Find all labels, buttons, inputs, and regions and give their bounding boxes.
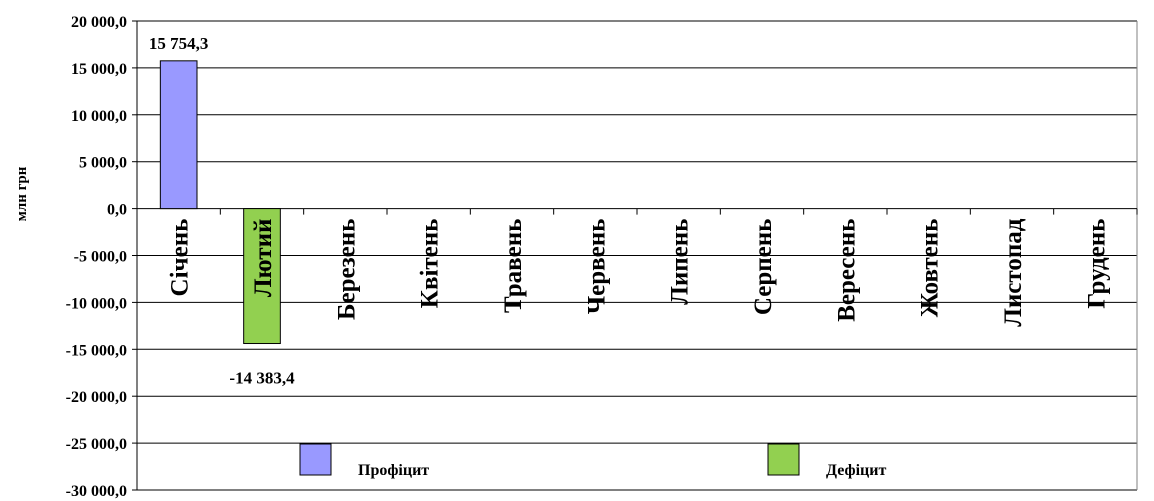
category-label: Квітень [417,219,444,309]
bars [159,60,281,345]
y-tick-label: -25 000,0 [66,436,127,453]
bar [243,208,281,345]
y-tick-label: 15 000,0 [71,61,127,78]
legend: Профіцит Дефіцит [299,443,886,479]
category-label: Березень [333,219,360,320]
data-label: 15 754,3 [149,34,209,53]
category-label: Вересень [833,219,860,322]
category-label: Листопад [1000,218,1027,326]
bar [159,60,198,210]
category-label: Травень [500,219,527,313]
y-tick-label: -5 000,0 [74,249,127,266]
data-label: -14 383,4 [229,369,295,388]
gridlines [137,20,1137,491]
category-label: Січень [167,219,194,297]
legend-swatch [767,443,800,476]
axes [132,20,1138,491]
category-label: Грудень [1083,219,1110,309]
y-tick-label: 10 000,0 [71,108,127,125]
legend-label: Дефіцит [826,462,886,479]
category-label: Липень [667,219,694,305]
y-axis-title: млн грн [14,166,30,221]
category-label: Червень [583,219,610,315]
y-tick-label: -15 000,0 [66,342,127,359]
labels: 20 000,0 15 000,0 10 000,0 5 000,0 0,0 -5 000… [66,14,1111,500]
category-label: Лютий [250,219,277,298]
y-tick-label: -10 000,0 [66,295,127,312]
y-tick-label: -30 000,0 [66,483,127,500]
category-label: Серпень [750,219,777,315]
y-tick-label: -20 000,0 [66,389,127,406]
y-tick-label: 5 000,0 [79,155,127,172]
legend-label: Профіцит [358,462,429,479]
category-label: Жовтень [917,219,944,318]
y-tick-label: 20 000,0 [71,14,127,31]
legend-swatch [299,443,332,476]
y-tick-label: 0,0 [107,202,127,219]
